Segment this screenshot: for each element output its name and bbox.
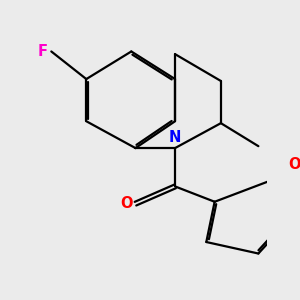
Text: F: F bbox=[37, 44, 47, 59]
Text: O: O bbox=[288, 157, 300, 172]
Text: N: N bbox=[169, 130, 181, 146]
Text: O: O bbox=[120, 196, 133, 211]
